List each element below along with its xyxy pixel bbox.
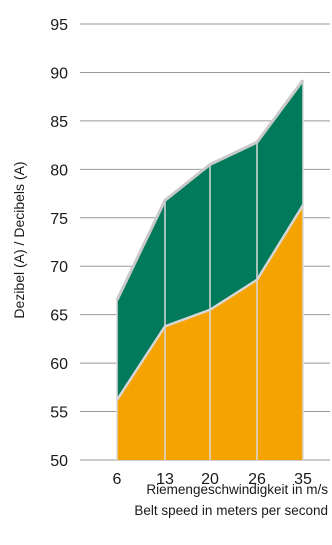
y-tick-label: 90 [50,65,68,82]
y-tick-label: 75 [50,211,68,228]
x-tick-label: 20 [201,471,219,488]
x-axis-label-en: Belt speed in meters per second [134,503,328,518]
y-tick-label: 60 [50,356,68,373]
x-tick-labels: 6 13 20 26 35 [113,471,312,488]
x-tick-label: 6 [113,471,122,488]
y-tick-label: 55 [50,405,68,422]
y-tick-label: 80 [50,162,68,179]
x-tick-label: 13 [156,471,174,488]
y-tick-labels: 50 55 60 65 70 75 80 85 90 95 [50,17,68,470]
y-tick-label: 85 [50,114,68,131]
series-line-lower [115,204,305,401]
y-tick-label: 70 [50,259,68,276]
y-tick-label: 95 [50,17,68,34]
x-tick-label: 26 [248,471,266,488]
area-series [115,79,305,460]
series-line-upper [115,79,305,301]
y-tick-label: 50 [50,453,68,470]
y-tick-label: 65 [50,308,68,325]
y-axis-label: Dezibel (A) / Decibels (A) [11,161,27,318]
x-tick-label: 35 [294,471,312,488]
x-axis-label-de: Riemengeschwindigkeit in m/s [146,482,328,497]
